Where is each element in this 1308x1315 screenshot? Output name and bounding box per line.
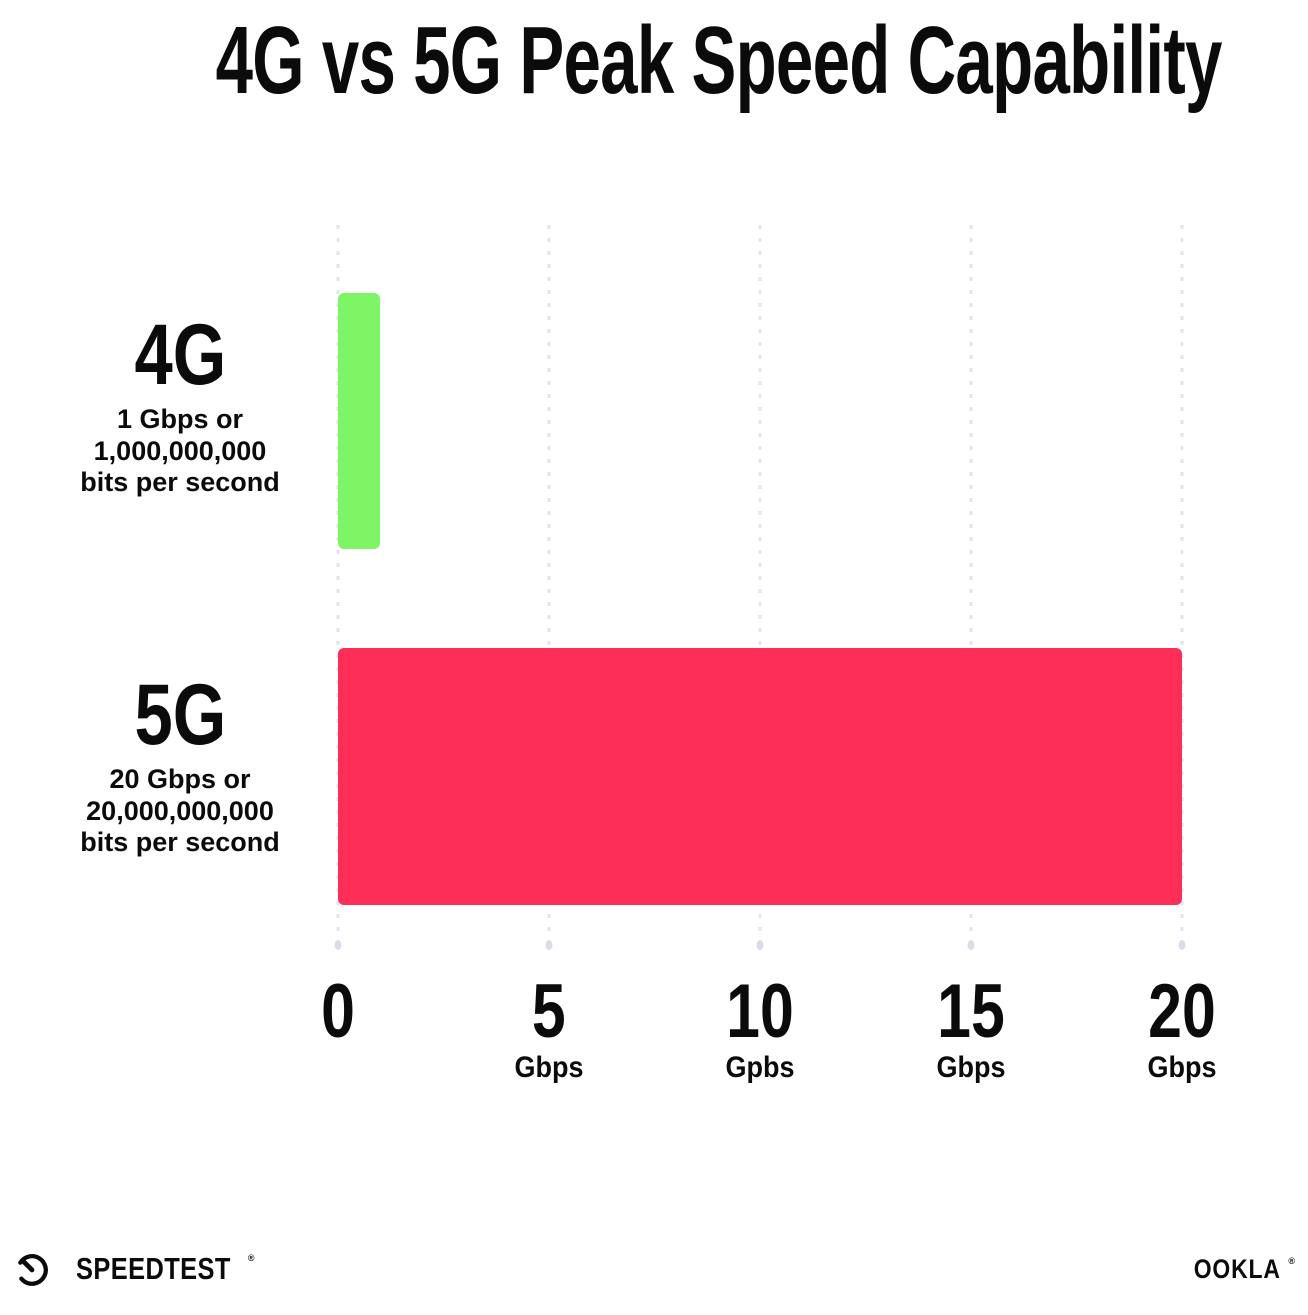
category-name-4g: 4G <box>134 307 226 403</box>
bar-4g <box>338 293 381 549</box>
gridline <box>756 225 764 950</box>
x-tick-value: 0 <box>321 969 355 1054</box>
description-line: 20,000,000,000 <box>86 795 274 826</box>
gridline <box>334 225 342 950</box>
chart-title: 4G vs 5G Peak Speed Capability <box>0 6 1308 116</box>
speedtest-logo: SPEEDTEST ® <box>13 1250 255 1288</box>
registered-mark: ® <box>1288 1256 1296 1266</box>
x-tick-value: 20 <box>1148 969 1216 1054</box>
x-tick-value: 5 <box>532 969 566 1054</box>
x-tick-unit: Gbps <box>936 1051 1006 1084</box>
registered-mark: ® <box>247 1253 255 1263</box>
x-tick-3: 15 Gbps <box>929 974 1014 1083</box>
x-tick-value: 10 <box>726 969 794 1054</box>
category-description-4g: 1 Gbps or 1,000,000,000 bits per second <box>30 404 330 499</box>
x-tick-unit: Gbps <box>514 1051 584 1084</box>
ookla-wordmark: OOKLA <box>1193 1254 1281 1284</box>
x-tick-unit: Gbps <box>1147 1051 1217 1084</box>
x-tick-unit <box>317 1053 359 1083</box>
gridline <box>967 225 975 950</box>
x-axis: 0 5 Gbps 10 Gpbs 15 Gbps 20 Gbps <box>321 974 1216 1104</box>
description-line: 20 Gbps or <box>109 764 251 794</box>
category-label-5g: 5G 20 Gbps or 20,000,000,000 bits per se… <box>30 672 330 859</box>
x-tick-1: 5 Gbps <box>511 974 588 1083</box>
description-line: 1 Gbps or <box>116 404 244 434</box>
category-name-5g: 5G <box>134 667 226 763</box>
bar-5g <box>338 648 1182 905</box>
x-tick-0: 0 <box>317 974 359 1083</box>
gauge-icon <box>13 1250 51 1288</box>
x-tick-value: 15 <box>937 969 1005 1054</box>
gridline <box>1178 225 1186 950</box>
category-label-4g: 4G 1 Gbps or 1,000,000,000 bits per seco… <box>30 312 330 499</box>
x-tick-2: 10 Gpbs <box>718 974 803 1083</box>
chart-title-text: 4G vs 5G Peak Speed Capability <box>215 7 1223 114</box>
description-line: 1,000,000,000 <box>93 435 267 466</box>
plot-area <box>334 225 1186 955</box>
x-tick-unit: Gpbs <box>725 1051 795 1084</box>
speedtest-wordmark: SPEEDTEST ® <box>75 1251 255 1286</box>
description-line: bits per second <box>80 467 280 498</box>
gridline <box>545 225 553 950</box>
category-description-5g: 20 Gbps or 20,000,000,000 bits per secon… <box>30 764 330 859</box>
x-tick-4: 20 Gbps <box>1140 974 1225 1083</box>
ookla-logo: OOKLA ® <box>1186 1254 1296 1285</box>
description-line: bits per second <box>80 827 280 858</box>
